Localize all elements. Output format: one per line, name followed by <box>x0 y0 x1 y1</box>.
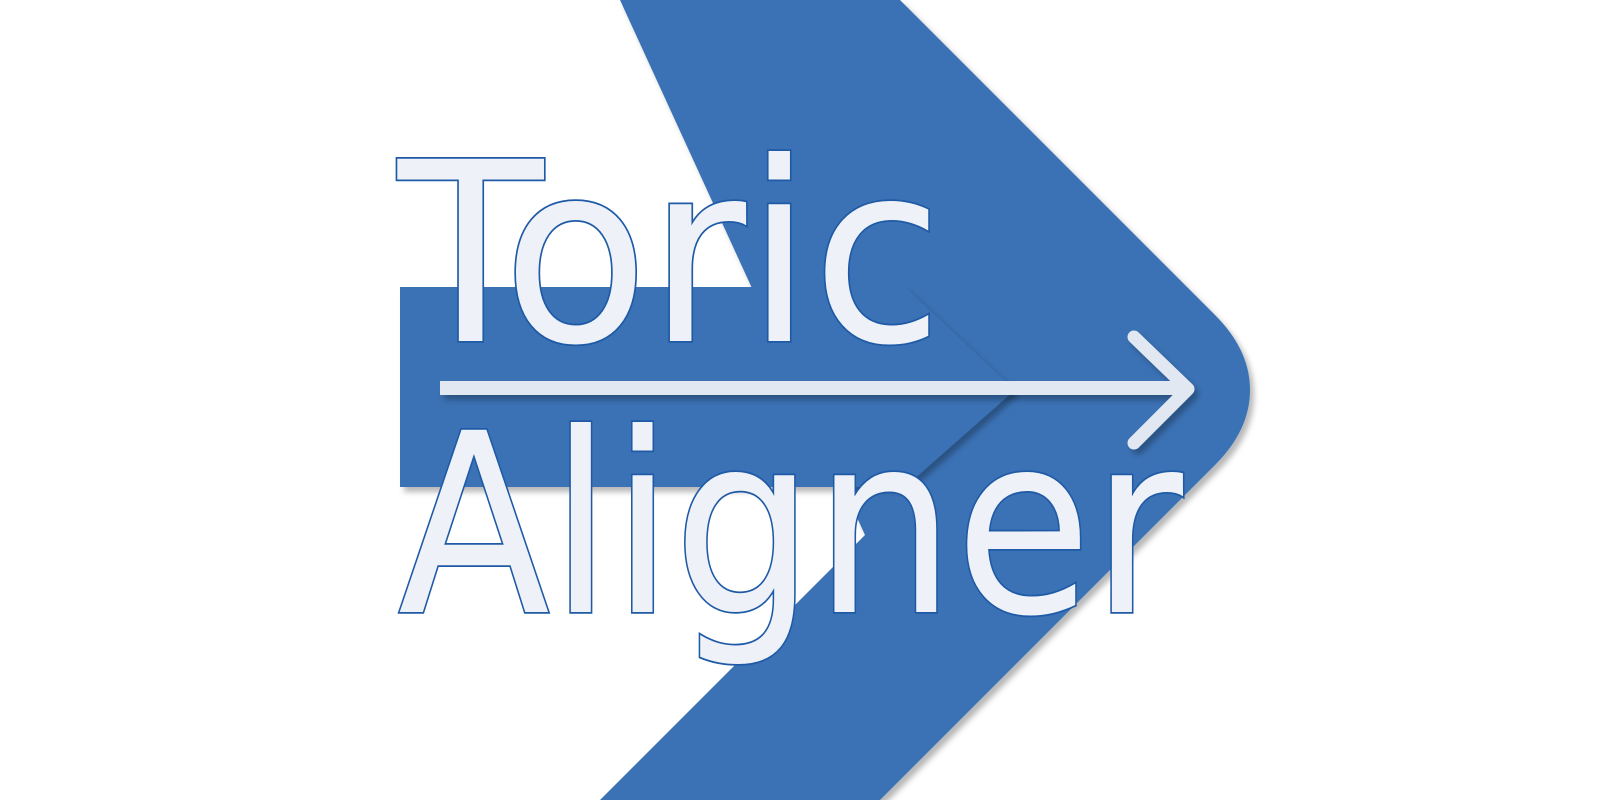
right-arrow-icon <box>440 330 1195 450</box>
logo-word-toric: Toric <box>397 109 943 400</box>
logo-word-aligner: Aligner <box>398 380 1183 671</box>
